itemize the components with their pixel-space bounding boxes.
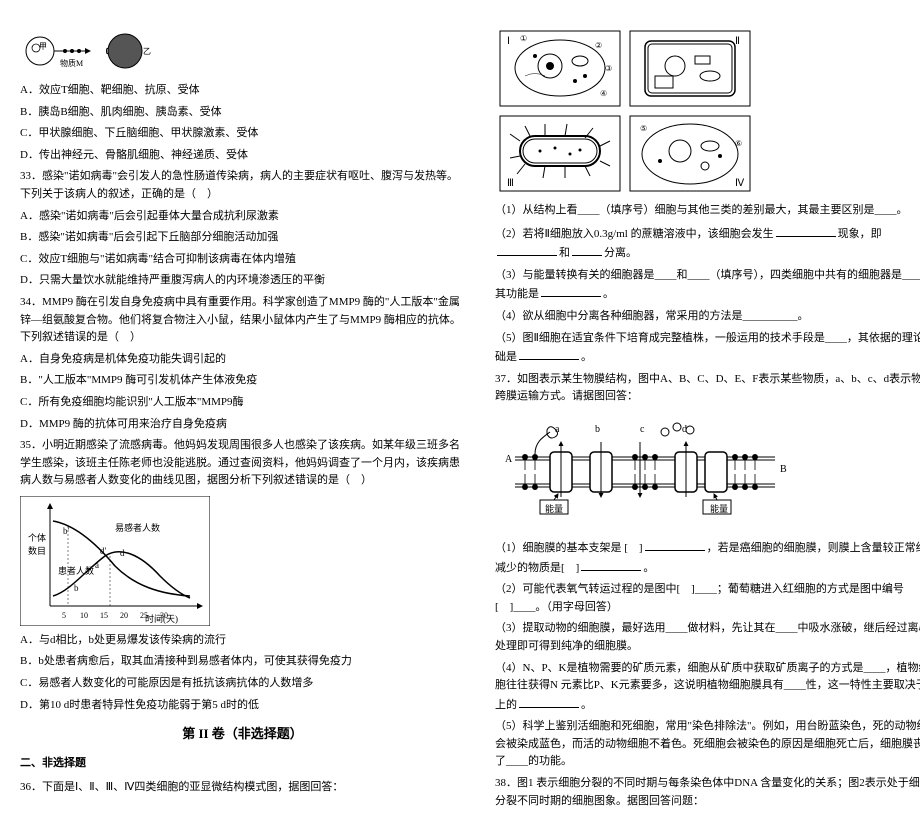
svg-text:Ⅲ: Ⅲ (507, 178, 514, 189)
svg-text:B: B (780, 464, 787, 475)
q32-opt-c: C．甲状腺细胞、下丘脑细胞、甲状腺激素、受体 (20, 125, 465, 143)
svg-text:③: ③ (605, 64, 612, 73)
q33-opt-a: A．感染"诺如病毒"后会引起垂体大量合成抗利尿激素 (20, 208, 465, 226)
svg-text:5: 5 (62, 611, 66, 620)
q38-stem: 38．图1 表示细胞分裂的不同时期与每条染色体中DNA 含量变化的关系；图2表示… (495, 775, 920, 810)
section-2-title: 第 II 卷（非选择题） (20, 724, 465, 745)
q37-s4: （4）N、P、K是植物需要的矿质元素，细胞从矿质中获取矿质离子的方式是____，… (495, 660, 920, 715)
label-jia: 甲 (39, 42, 47, 51)
q37-s2: （2）可能代表氧气转运过程的是图中[ ]____；葡萄糖进入红细胞的方式是图中编… (495, 581, 920, 616)
q32-opt-a: A．效应T细胞、靶细胞、抗原、受体 (20, 82, 465, 100)
q37-s5: （5）科学上鉴别活细胞和死细胞，常用"染色排除法"。例如，用台盼蓝染色，死的动物… (495, 718, 920, 771)
svg-text:20: 20 (120, 611, 128, 620)
q33-stem: 33．感染"诺如病毒"会引发人的急性肠道传染病，病人的主要症状有呕吐、腹泻与发热… (20, 168, 465, 203)
q35-chart: 个体 数目 时间(天) 5 10 15 20 25 30 易感者人数 患者人数 … (20, 496, 465, 626)
svg-text:c: c (640, 424, 645, 435)
q35-opt-d: D．第10 d时患者特异性免疫功能弱于第5 d时的低 (20, 697, 465, 715)
q36-stem: 36．下面是Ⅰ、Ⅱ、Ⅲ、Ⅳ四类细胞的亚显微结构模式图，据图回答： (20, 779, 465, 797)
q36-s3: （3）与能量转换有关的细胞器是____和____（填序号），四类细胞中共有的细胞… (495, 267, 920, 304)
svg-text:Ⅳ: Ⅳ (735, 178, 745, 189)
svg-text:④: ④ (600, 89, 607, 98)
q36-s2: （2）若将Ⅱ细胞放入0.3g/ml 的蔗糖溶液中，该细胞会发生现象，即和分离。 (495, 224, 920, 263)
q36-s4: （4）欲从细胞中分离各种细胞器，常采用的方法是__________。 (495, 308, 920, 326)
svg-text:25: 25 (140, 611, 148, 620)
q35-stem: 35．小明近期感染了流感病毒。他妈妈发现周围很多人也感染了该疾病。如某年级三班多… (20, 437, 465, 490)
curve1-label: 易感者人数 (115, 522, 160, 533)
q32-opt-d: D．传出神经元、骨骼肌细胞、神经递质、受体 (20, 147, 465, 165)
q37-stem: 37．如图表示某生物膜结构，图中A、B、C、D、E、F表示某些物质，a、b、c、… (495, 371, 920, 406)
svg-text:能量: 能量 (710, 503, 728, 514)
svg-text:15: 15 (100, 611, 108, 620)
subsection-title: 二、非选择题 (20, 755, 465, 773)
svg-text:Ⅰ: Ⅰ (507, 36, 510, 47)
q37-s1: （1）细胞膜的基本支架是 [ ]，若是癌细胞的细胞膜，则膜上含量较正常细胞减少的… (495, 538, 920, 577)
q37-s3: （3）提取动物的细胞膜，最好选用____做材料，先让其在____中吸水涨破，继后… (495, 620, 920, 655)
svg-text:A: A (505, 454, 513, 465)
svg-text:30: 30 (160, 611, 168, 620)
left-column: 甲 物质M 乙 A．效应T细胞、靶细胞、抗原、受体 B．胰岛B细胞、肌肉细胞、胰… (20, 20, 465, 814)
right-column: Ⅰ ① ② ③ ④ Ⅱ Ⅲ Ⅳ ⑤ ⑥ （1）从结构上看____（填序号）细胞与其他三… (495, 20, 920, 814)
q33-opt-d: D．只需大量饮水就能维持严重腹泻病人的内环境渗透压的平衡 (20, 272, 465, 290)
q36-s5: （5）图Ⅱ细胞在适宜条件下培育成完整植株，一般运用的技术手段是____，其依据的… (495, 330, 920, 367)
q33-opt-c: C．效应T细胞与"诺如病毒"结合可抑制该病毒在体内增殖 (20, 251, 465, 269)
q35-opt-a: A．与d相比，b处更易爆发该传染病的流行 (20, 632, 465, 650)
q35-opt-c: C．易感者人数变化的可能原因是有抵抗该病抗体的人数增多 (20, 675, 465, 693)
q35-opt-b: B．b处患者病愈后，取其血清接种到易感者体内，可使其获得免疫力 (20, 653, 465, 671)
label-yi: 乙 (143, 47, 151, 56)
svg-text:d: d (120, 548, 125, 558)
svg-text:b': b' (63, 526, 70, 536)
svg-text:⑥: ⑥ (735, 139, 742, 148)
fig-four-cells: Ⅰ ① ② ③ ④ Ⅱ Ⅲ Ⅳ ⑤ ⑥ (495, 26, 920, 196)
q36-s1: （1）从结构上看____（填序号）细胞与其他三类的差别最大，其最主要区别是___… (495, 202, 920, 220)
svg-text:②: ② (595, 41, 602, 50)
fig-cell-signaling: 甲 物质M 乙 (20, 26, 465, 76)
svg-text:①: ① (520, 34, 527, 43)
svg-text:b: b (74, 583, 79, 593)
q34-opt-c: C．所有免疫细胞均能识别"人工版本"MMP9酶 (20, 394, 465, 412)
q33-opt-b: B．感染"诺如病毒"后会引起下丘脑部分细胞活动加强 (20, 229, 465, 247)
svg-text:a: a (95, 560, 99, 570)
svg-text:Ⅱ: Ⅱ (735, 36, 740, 47)
q34-stem: 34．MMP9 酶在引发自身免疫病中具有重要作用。科学家创造了MMP9 酶的"人… (20, 294, 465, 347)
q32-opt-b: B．胰岛B细胞、肌肉细胞、胰岛素、受体 (20, 104, 465, 122)
fig-membrane: ab cd A B 能量能量 (495, 412, 920, 532)
q34-opt-a: A．自身免疫病是机体免疫功能失调引起的 (20, 351, 465, 369)
chart-ylabel2: 数目 (28, 545, 46, 556)
svg-text:b: b (595, 424, 600, 435)
curve2-label: 患者人数 (58, 565, 94, 576)
q34-opt-b: B．"人工版本"MMP9 酶可引发机体产生体液免疫 (20, 372, 465, 390)
svg-text:d': d' (100, 546, 107, 556)
chart-ylabel1: 个体 (28, 532, 46, 543)
label-wuzhi: 物质M (60, 58, 83, 68)
svg-text:⑤: ⑤ (640, 124, 647, 133)
q34-opt-d: D．MMP9 酶的抗体可用来治疗自身免疫病 (20, 416, 465, 434)
svg-text:10: 10 (80, 611, 88, 620)
svg-text:能量: 能量 (545, 503, 563, 514)
